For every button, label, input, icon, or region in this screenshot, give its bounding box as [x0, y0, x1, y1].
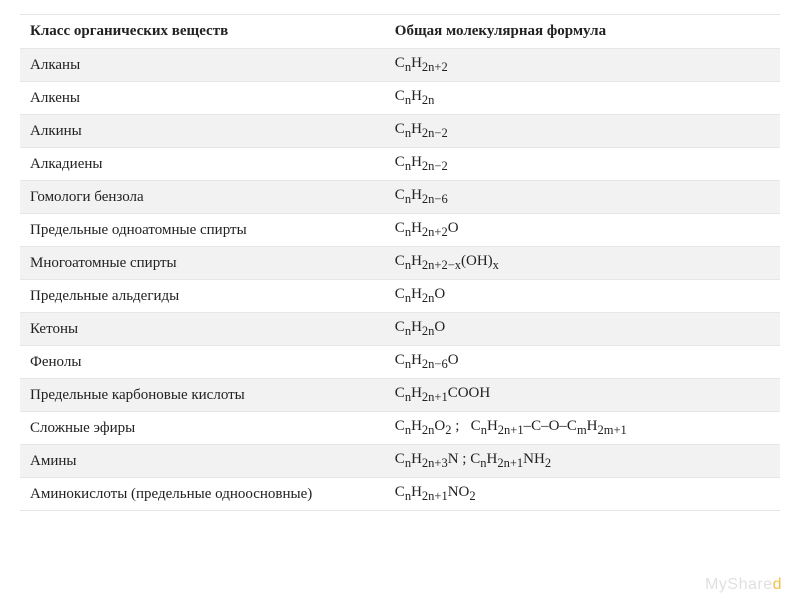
cell-class: Амины: [20, 445, 385, 478]
table-row: АминыCnH2n+3N ; CnH2n+1NH2: [20, 445, 780, 478]
cell-class: Сложные эфиры: [20, 412, 385, 445]
cell-formula: CnH2n−2: [385, 148, 780, 181]
cell-class: Многоатомные спирты: [20, 247, 385, 280]
table-row: АлкеныCnH2n: [20, 82, 780, 115]
table-row: Сложные эфирыCnH2nO2 ; CnH2n+1–C–O–CmH2m…: [20, 412, 780, 445]
watermark-accent: d: [773, 576, 782, 593]
cell-class: Алкадиены: [20, 148, 385, 181]
table-row: Многоатомные спиртыCnH2n+2−x(OH)x: [20, 247, 780, 280]
cell-class: Алкины: [20, 115, 385, 148]
cell-formula: CnH2n+2−x(OH)x: [385, 247, 780, 280]
table-body: АлканыCnH2n+2АлкеныCnH2nАлкиныCnH2n−2Алк…: [20, 49, 780, 511]
table-row: Предельные карбоновые кислотыCnH2n+1COOH: [20, 379, 780, 412]
cell-class: Аминокислоты (предельные одноосновные): [20, 478, 385, 511]
table-header-row: Класс органических веществ Общая молекул…: [20, 15, 780, 49]
table-row: Предельные альдегидыCnH2nO: [20, 280, 780, 313]
cell-formula: CnH2n+2: [385, 49, 780, 82]
table-row: ФенолыCnH2n−6O: [20, 346, 780, 379]
cell-formula: CnH2nO: [385, 313, 780, 346]
cell-class: Алканы: [20, 49, 385, 82]
cell-formula: CnH2n: [385, 82, 780, 115]
table-row: Гомологи бензолаCnH2n−6: [20, 181, 780, 214]
cell-formula: CnH2n+3N ; CnH2n+1NH2: [385, 445, 780, 478]
table-row: Предельные одноатомные спиртыCnH2n+2O: [20, 214, 780, 247]
table-row: Аминокислоты (предельные одноосновные)Cn…: [20, 478, 780, 511]
cell-class: Предельные одноатомные спирты: [20, 214, 385, 247]
cell-class: Алкены: [20, 82, 385, 115]
cell-formula: CnH2nO: [385, 280, 780, 313]
cell-formula: CnH2n−6O: [385, 346, 780, 379]
header-class: Класс органических веществ: [20, 15, 385, 49]
watermark-text: MyShare: [705, 576, 773, 593]
cell-class: Предельные альдегиды: [20, 280, 385, 313]
cell-class: Кетоны: [20, 313, 385, 346]
cell-class: Гомологи бензола: [20, 181, 385, 214]
table-row: КетоныCnH2nO: [20, 313, 780, 346]
watermark: MyShared: [705, 576, 782, 594]
cell-class: Фенолы: [20, 346, 385, 379]
table-row: АлкадиеныCnH2n−2: [20, 148, 780, 181]
organic-compounds-table: Класс органических веществ Общая молекул…: [20, 14, 780, 511]
cell-class: Предельные карбоновые кислоты: [20, 379, 385, 412]
cell-formula: CnH2n−6: [385, 181, 780, 214]
header-formula: Общая молекулярная формула: [385, 15, 780, 49]
cell-formula: CnH2nO2 ; CnH2n+1–C–O–CmH2m+1: [385, 412, 780, 445]
cell-formula: CnH2n+2O: [385, 214, 780, 247]
cell-formula: CnH2n+1COOH: [385, 379, 780, 412]
table-row: АлкиныCnH2n−2: [20, 115, 780, 148]
cell-formula: CnH2n+1NO2: [385, 478, 780, 511]
table-row: АлканыCnH2n+2: [20, 49, 780, 82]
cell-formula: CnH2n−2: [385, 115, 780, 148]
